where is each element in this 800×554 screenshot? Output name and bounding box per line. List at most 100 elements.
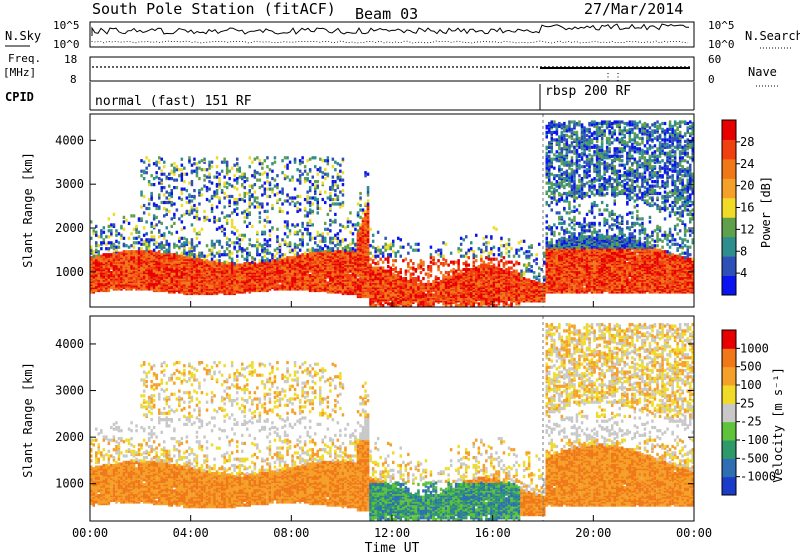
- heatmap-cell: [381, 251, 385, 255]
- heatmap-cell: [236, 162, 239, 166]
- heatmap-cell: [359, 208, 362, 212]
- heatmap-cell: [404, 302, 408, 306]
- heatmap-cell: [145, 238, 148, 242]
- heatmap-cell: [253, 175, 257, 179]
- heatmap-cell: [261, 202, 264, 206]
- heatmap-cell: [288, 196, 292, 200]
- heatmap-cell: [168, 191, 171, 196]
- heatmap-cell: [477, 282, 481, 287]
- heatmap-cell: [132, 250, 136, 254]
- heatmap-cell: [366, 215, 370, 219]
- heatmap-cell: [165, 200, 168, 205]
- heatmap-cell: [298, 248, 302, 252]
- heatmap-cell: [246, 208, 249, 212]
- heatmap-cell: [316, 203, 319, 208]
- heatmap-cell: [303, 251, 307, 255]
- heatmap-cell: [288, 259, 292, 263]
- heatmap-cell: [381, 279, 385, 284]
- heatmap-cell: [238, 247, 241, 251]
- heatmap-cell: [165, 226, 168, 230]
- heatmap-cell: [339, 259, 342, 263]
- heatmap-cell: [371, 245, 375, 249]
- heatmap-cell: [188, 256, 191, 260]
- heatmap-cell: [236, 187, 239, 191]
- heatmap-cell: [437, 268, 440, 272]
- heatmap-cell: [215, 189, 219, 193]
- heatmap-cell: [266, 209, 269, 213]
- heatmap-cell: [241, 197, 244, 202]
- heatmap-cell: [238, 193, 241, 197]
- heatmap-cell: [152, 214, 156, 218]
- heatmap-cell: [437, 281, 440, 285]
- heatmap-cell: [339, 190, 342, 194]
- heatmap-cell: [200, 193, 204, 197]
- heatmap-cell: [268, 251, 272, 255]
- heatmap-cell: [173, 172, 176, 176]
- heatmap-cell: [366, 293, 370, 297]
- heatmap-cell: [185, 209, 189, 213]
- heatmap-cell: [185, 196, 189, 200]
- heatmap-cell: [434, 275, 438, 279]
- heatmap-cell: [185, 189, 189, 193]
- heatmap-cell: [286, 260, 289, 264]
- heatmap-cell: [180, 220, 184, 224]
- heatmap-cell: [243, 257, 246, 261]
- heatmap-cell: [236, 236, 239, 240]
- heatmap-cell: [198, 166, 201, 170]
- heatmap-cell: [409, 279, 413, 284]
- heatmap-cell: [102, 238, 106, 242]
- heatmap-cell: [266, 248, 269, 252]
- heatmap-cell: [168, 172, 171, 176]
- heatmap-cell: [253, 169, 257, 173]
- heatmap-cell: [236, 197, 239, 202]
- heatmap-cell: [158, 193, 161, 197]
- heatmap-cell: [329, 236, 332, 240]
- heatmap-cell: [442, 291, 445, 296]
- heatmap-cell: [210, 248, 214, 252]
- heatmap-cell: [339, 239, 342, 243]
- heatmap-cell: [208, 253, 211, 257]
- heatmap-cell: [341, 250, 345, 254]
- heatmap-cell: [258, 186, 262, 190]
- heatmap-cell: [147, 180, 151, 184]
- heatmap-cell: [308, 186, 312, 190]
- heatmap-cell: [158, 250, 161, 254]
- heatmap-cell: [321, 197, 324, 202]
- heatmap-cell: [404, 277, 408, 281]
- heatmap-cell: [258, 202, 262, 206]
- heatmap-cell: [241, 254, 244, 258]
- heatmap-cell: [165, 190, 168, 194]
- heatmap-cell: [261, 184, 264, 188]
- heatmap-cell: [324, 172, 327, 176]
- heatmap-cell: [336, 239, 340, 243]
- heatmap-cell: [301, 172, 304, 176]
- heatmap-cell: [336, 172, 340, 176]
- heatmap-cell: [165, 175, 168, 179]
- heatmap-cell: [155, 215, 158, 219]
- freq-panel: ⋮⋮ Freq. [MHz] 18 8 60 0 Nave: [3, 52, 780, 87]
- heatmap-cell: [180, 214, 184, 218]
- heatmap-cell: [203, 178, 206, 182]
- heatmap-cell: [180, 172, 184, 176]
- heatmap-cell: [319, 239, 322, 243]
- heatmap-cell: [178, 236, 181, 240]
- heatmap-cell: [163, 232, 166, 236]
- heatmap-cell: [258, 159, 262, 163]
- heatmap-cell: [349, 242, 352, 246]
- heatmap-cell: [142, 226, 146, 230]
- heatmap-cell: [306, 190, 309, 194]
- heatmap-cell: [218, 254, 221, 258]
- heatmap-cell: [251, 193, 254, 197]
- heatmap-cell: [155, 160, 158, 164]
- heatmap-cell: [243, 209, 246, 213]
- heatmap-cell: [205, 259, 209, 263]
- heatmap-cell: [238, 233, 241, 237]
- heatmap-cell: [142, 194, 146, 199]
- heatmap-cell: [308, 196, 312, 200]
- heatmap-cell: [349, 230, 352, 234]
- heatmap-cell: [248, 184, 251, 188]
- heatmap-cell: [326, 212, 330, 216]
- heatmap-cell: [263, 224, 267, 228]
- heatmap-cell: [228, 253, 231, 257]
